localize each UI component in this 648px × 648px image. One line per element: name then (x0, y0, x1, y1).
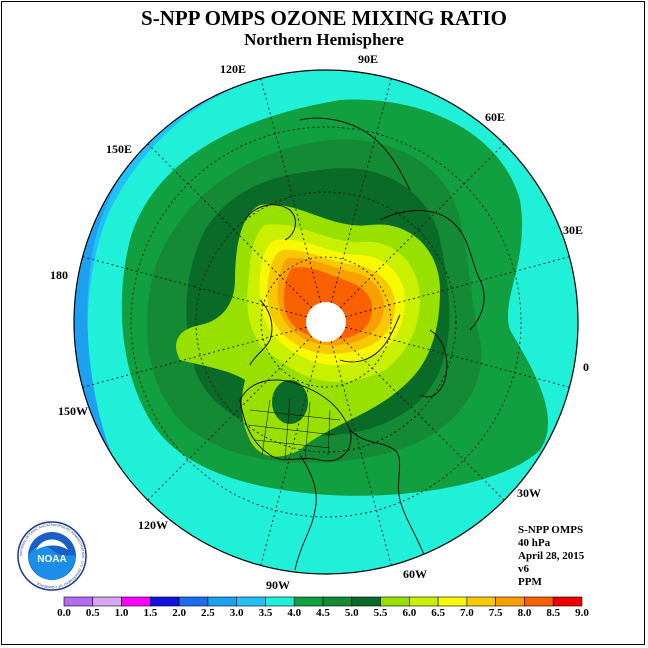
colorbar-tick-label: 8.5 (546, 607, 561, 619)
colorbar-segment (92, 596, 122, 607)
colorbar-tick-label: 7.5 (488, 607, 503, 619)
meridian-line (260, 341, 322, 566)
noaa-logo: NOAA NATIONAL OCEANIC AND ATMOSPHERIC AD… (17, 521, 87, 591)
meridians (82, 78, 570, 566)
colorbar-tick-label: 2.0 (172, 607, 186, 619)
colorbar-tick-label: 3.5 (258, 607, 273, 619)
lon-label-30w: 30W (517, 486, 541, 500)
meridian-line (82, 326, 307, 388)
band-blue-edge (74, 70, 300, 574)
colorbar-segment (351, 596, 381, 607)
meridian-line (339, 143, 505, 309)
meridian-line (345, 326, 570, 388)
colorbar-tick-label: 8.0 (517, 607, 532, 619)
lon-label-30e: 30E (563, 223, 584, 237)
lon-label-90w: 90W (266, 578, 290, 592)
page-title: S-NPP OMPS OZONE MIXING RATIO (141, 6, 507, 30)
meridian-line (345, 256, 570, 318)
colorbar-segment (322, 596, 353, 607)
lon-label-150e: 150E (106, 142, 133, 156)
lon-label-150w: 150W (58, 404, 88, 418)
colorbar-tick-label: 9.0 (575, 607, 589, 619)
colorbar-segment (552, 596, 583, 607)
polar-gap (306, 302, 346, 342)
colorbar-tick-label: 3.0 (229, 607, 244, 619)
colorbar-segment (265, 596, 295, 607)
lon-label-90e: 90E (358, 52, 379, 66)
info-level: 40 hPa (518, 537, 551, 549)
colorbar-tick-label: 4.5 (316, 607, 330, 619)
colorbar-segment (178, 596, 209, 607)
colorbar-tick-label: 0.0 (57, 607, 71, 619)
colorbar-tick-label: 6.0 (402, 607, 417, 619)
us-states-grid (247, 397, 341, 461)
colorbar-segment (466, 596, 496, 607)
colorbar-tick-label: 7.0 (460, 607, 474, 619)
meridian-line (82, 256, 307, 318)
lon-label-180: 180 (50, 268, 68, 282)
colorbar-tick-label: 6.5 (431, 607, 445, 619)
colorbar-segment (236, 596, 266, 607)
colorbar-segment (121, 596, 151, 607)
coastlines (239, 117, 485, 571)
info-version: v6 (518, 563, 529, 575)
colorbar-segment (150, 596, 180, 607)
lon-label-0: 0 (583, 360, 589, 374)
info-instrument: S-NPP OMPS (518, 524, 584, 536)
info-block: S-NPP OMPS 40 hPa April 28, 2015 v6 PPM (518, 524, 584, 589)
meridian-line (330, 78, 392, 303)
colorbar-tick-label: 5.0 (344, 607, 359, 619)
colorbar-segment (207, 596, 237, 607)
meridian-line (147, 335, 313, 501)
page-subtitle: Northern Hemisphere (244, 30, 404, 49)
colorbar-tick-label: 4.0 (287, 607, 302, 619)
colorbar-segment (380, 596, 410, 607)
lon-label-60w: 60W (403, 567, 427, 581)
colorbar-segment (495, 596, 525, 607)
graticule (130, 126, 522, 518)
meridian-line (260, 78, 322, 303)
meridian-line (147, 143, 313, 309)
lon-label-60e: 60E (485, 110, 506, 124)
colorbar-tick-label: 1.5 (143, 607, 158, 619)
info-units: PPM (518, 576, 542, 588)
colorbar-tick-label: 2.5 (201, 607, 215, 619)
colorbar-tick-label: 5.5 (373, 607, 388, 619)
colorbar-segment (63, 596, 94, 607)
map-boundary (73, 69, 579, 575)
colorbar-tick-label: 1.0 (114, 607, 129, 619)
colorbar-tick-label: 0.5 (85, 607, 100, 619)
meridian-line (330, 341, 392, 566)
colorbar-segment (409, 596, 439, 607)
meridian-line (339, 335, 505, 501)
lon-label-120w: 120W (138, 518, 168, 532)
colorbar-segment (524, 596, 554, 607)
colorbar-segment (293, 596, 324, 607)
ozone-field (74, 70, 578, 574)
colorbar-segment (437, 596, 468, 607)
lon-label-120e: 120E (220, 62, 247, 76)
low-cell (272, 380, 308, 424)
info-date: April 28, 2015 (518, 550, 585, 562)
logo-text: NOAA (37, 554, 66, 565)
